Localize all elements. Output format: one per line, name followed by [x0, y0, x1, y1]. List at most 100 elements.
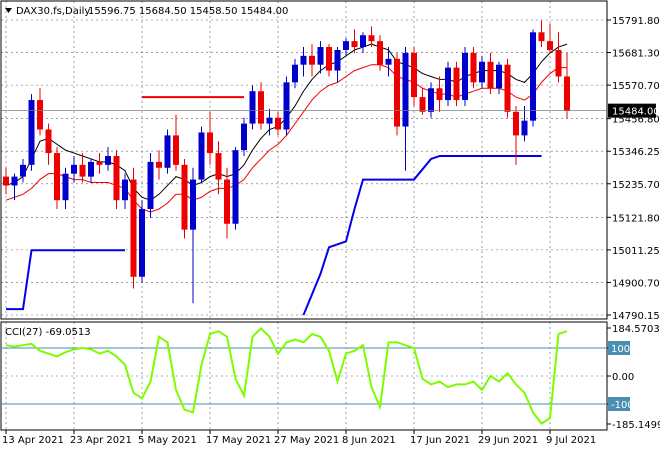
- candle-body: [45, 129, 52, 154]
- candle-body: [3, 176, 9, 186]
- candle-body: [28, 100, 35, 165]
- candle-body: [156, 161, 162, 168]
- candle-body: [428, 88, 434, 112]
- candle-body: [11, 176, 18, 186]
- candle-body: [181, 164, 188, 230]
- candle-body: [470, 52, 477, 83]
- candle-body: [436, 88, 443, 101]
- candle-body: [564, 76, 570, 111]
- cci-tick-label: -185.1499: [612, 420, 660, 431]
- stop-segment: [6, 249, 125, 311]
- candle-body: [62, 173, 69, 201]
- candle-body: [37, 100, 43, 130]
- candle-body: [241, 123, 247, 151]
- price-tick-label: 15121.80: [612, 213, 660, 224]
- candle-body: [292, 64, 298, 83]
- candle-body: [343, 41, 349, 50]
- candle-body: [479, 61, 485, 83]
- candle-body: [419, 97, 426, 112]
- candle-body: [139, 209, 145, 277]
- price-tick-label: 15346.25: [612, 147, 660, 158]
- candle-body: [300, 55, 307, 65]
- current-price-tag: [608, 103, 656, 118]
- candle-body: [411, 52, 417, 98]
- candle-body: [54, 153, 60, 201]
- price-axis: 15791.80 15681.30 15570.70 15456.80 15346.25…: [1, 16, 660, 322]
- candle-body: [547, 41, 553, 50]
- candle-body: [394, 58, 400, 127]
- candle-body: [530, 32, 536, 121]
- cci-tick-label: 100: [611, 344, 630, 355]
- candle-body: [266, 117, 273, 124]
- cci-line: [5, 326, 568, 425]
- candle-body: [368, 35, 375, 42]
- candle-body: [377, 41, 383, 65]
- candlesticks: [3, 20, 570, 304]
- current-price-label: 15484.00: [612, 107, 660, 118]
- candle-body: [207, 132, 213, 154]
- candle-body: [215, 153, 222, 180]
- candle-body: [453, 67, 460, 101]
- candle-body: [402, 52, 409, 127]
- candle-body: [496, 64, 502, 89]
- cci-tick-label: 184.5703: [612, 324, 660, 335]
- time-tick-label: 5 May 2021: [138, 435, 197, 446]
- collapse-triangle-icon[interactable]: [5, 8, 12, 13]
- candle-body: [147, 161, 154, 210]
- cci-level-tag: [608, 397, 630, 411]
- price-tick-label: 14790.15: [612, 311, 660, 322]
- symbol-label: DAX30.fs,Daily: [16, 6, 90, 17]
- candle-body: [309, 55, 315, 65]
- candle-body: [113, 156, 120, 201]
- cci-label: CCI(27) -69.0513: [5, 327, 91, 338]
- candle-body: [317, 47, 324, 65]
- candle-body: [275, 117, 281, 130]
- price-tick-label: 15570.70: [612, 81, 660, 92]
- candle-body: [249, 91, 256, 124]
- candle-body: [283, 82, 290, 130]
- candle-body: [122, 179, 128, 201]
- candle-body: [487, 61, 494, 89]
- time-tick-label: 9 Jul 2021: [546, 435, 596, 446]
- candle-body: [96, 161, 103, 165]
- candle-body: [555, 49, 562, 77]
- ohlc-readout: 15596.75 15684.50 15458.50 15484.00: [88, 6, 288, 17]
- time-tick-label: 27 May 2021: [274, 435, 339, 446]
- cci-tick-label: -100: [611, 400, 634, 411]
- candle-body: [105, 156, 111, 165]
- candle-body: [504, 64, 511, 112]
- candle-body: [462, 52, 468, 101]
- cci-level-tag: [608, 341, 630, 355]
- candle-body: [164, 135, 171, 168]
- candle-body: [198, 132, 205, 180]
- candle-body: [334, 49, 341, 71]
- price-tick-label: 14900.70: [612, 278, 660, 289]
- candle-body: [521, 120, 528, 136]
- time-tick-label: 17 May 2021: [206, 435, 271, 446]
- time-tick-label: 8 Jun 2021: [342, 435, 396, 446]
- candle-body: [513, 111, 519, 136]
- candle-body: [232, 150, 239, 224]
- candle-body: [360, 35, 366, 48]
- time-axis: 13 Apr 2021 23 Apr 2021 5 May 2021 17 May 2…: [2, 430, 596, 446]
- candle-body: [445, 67, 451, 101]
- price-tick-label: 15456.80: [612, 115, 660, 126]
- candle-body: [20, 164, 26, 177]
- time-tick-label: 17 Jun 2021: [410, 435, 470, 446]
- candle-body: [385, 58, 392, 65]
- cci-tick-label: 0.00: [612, 372, 634, 383]
- price-tick-label: 15791.80: [612, 16, 660, 27]
- candle-body: [351, 41, 358, 48]
- candle-body: [258, 91, 264, 124]
- time-tick-label: 13 Apr 2021: [2, 435, 64, 446]
- price-grid: [1, 1, 607, 319]
- price-tick-label: 15011.25: [612, 246, 660, 257]
- cci-axis: 184.5703 100 0.00 -100 -185.1499: [607, 324, 660, 431]
- price-tick-label: 15235.70: [612, 180, 660, 191]
- time-tick-label: 23 Apr 2021: [70, 435, 132, 446]
- candle-body: [130, 179, 137, 277]
- candle-body: [326, 47, 332, 71]
- candle-body: [538, 32, 545, 42]
- candle-body: [71, 164, 77, 174]
